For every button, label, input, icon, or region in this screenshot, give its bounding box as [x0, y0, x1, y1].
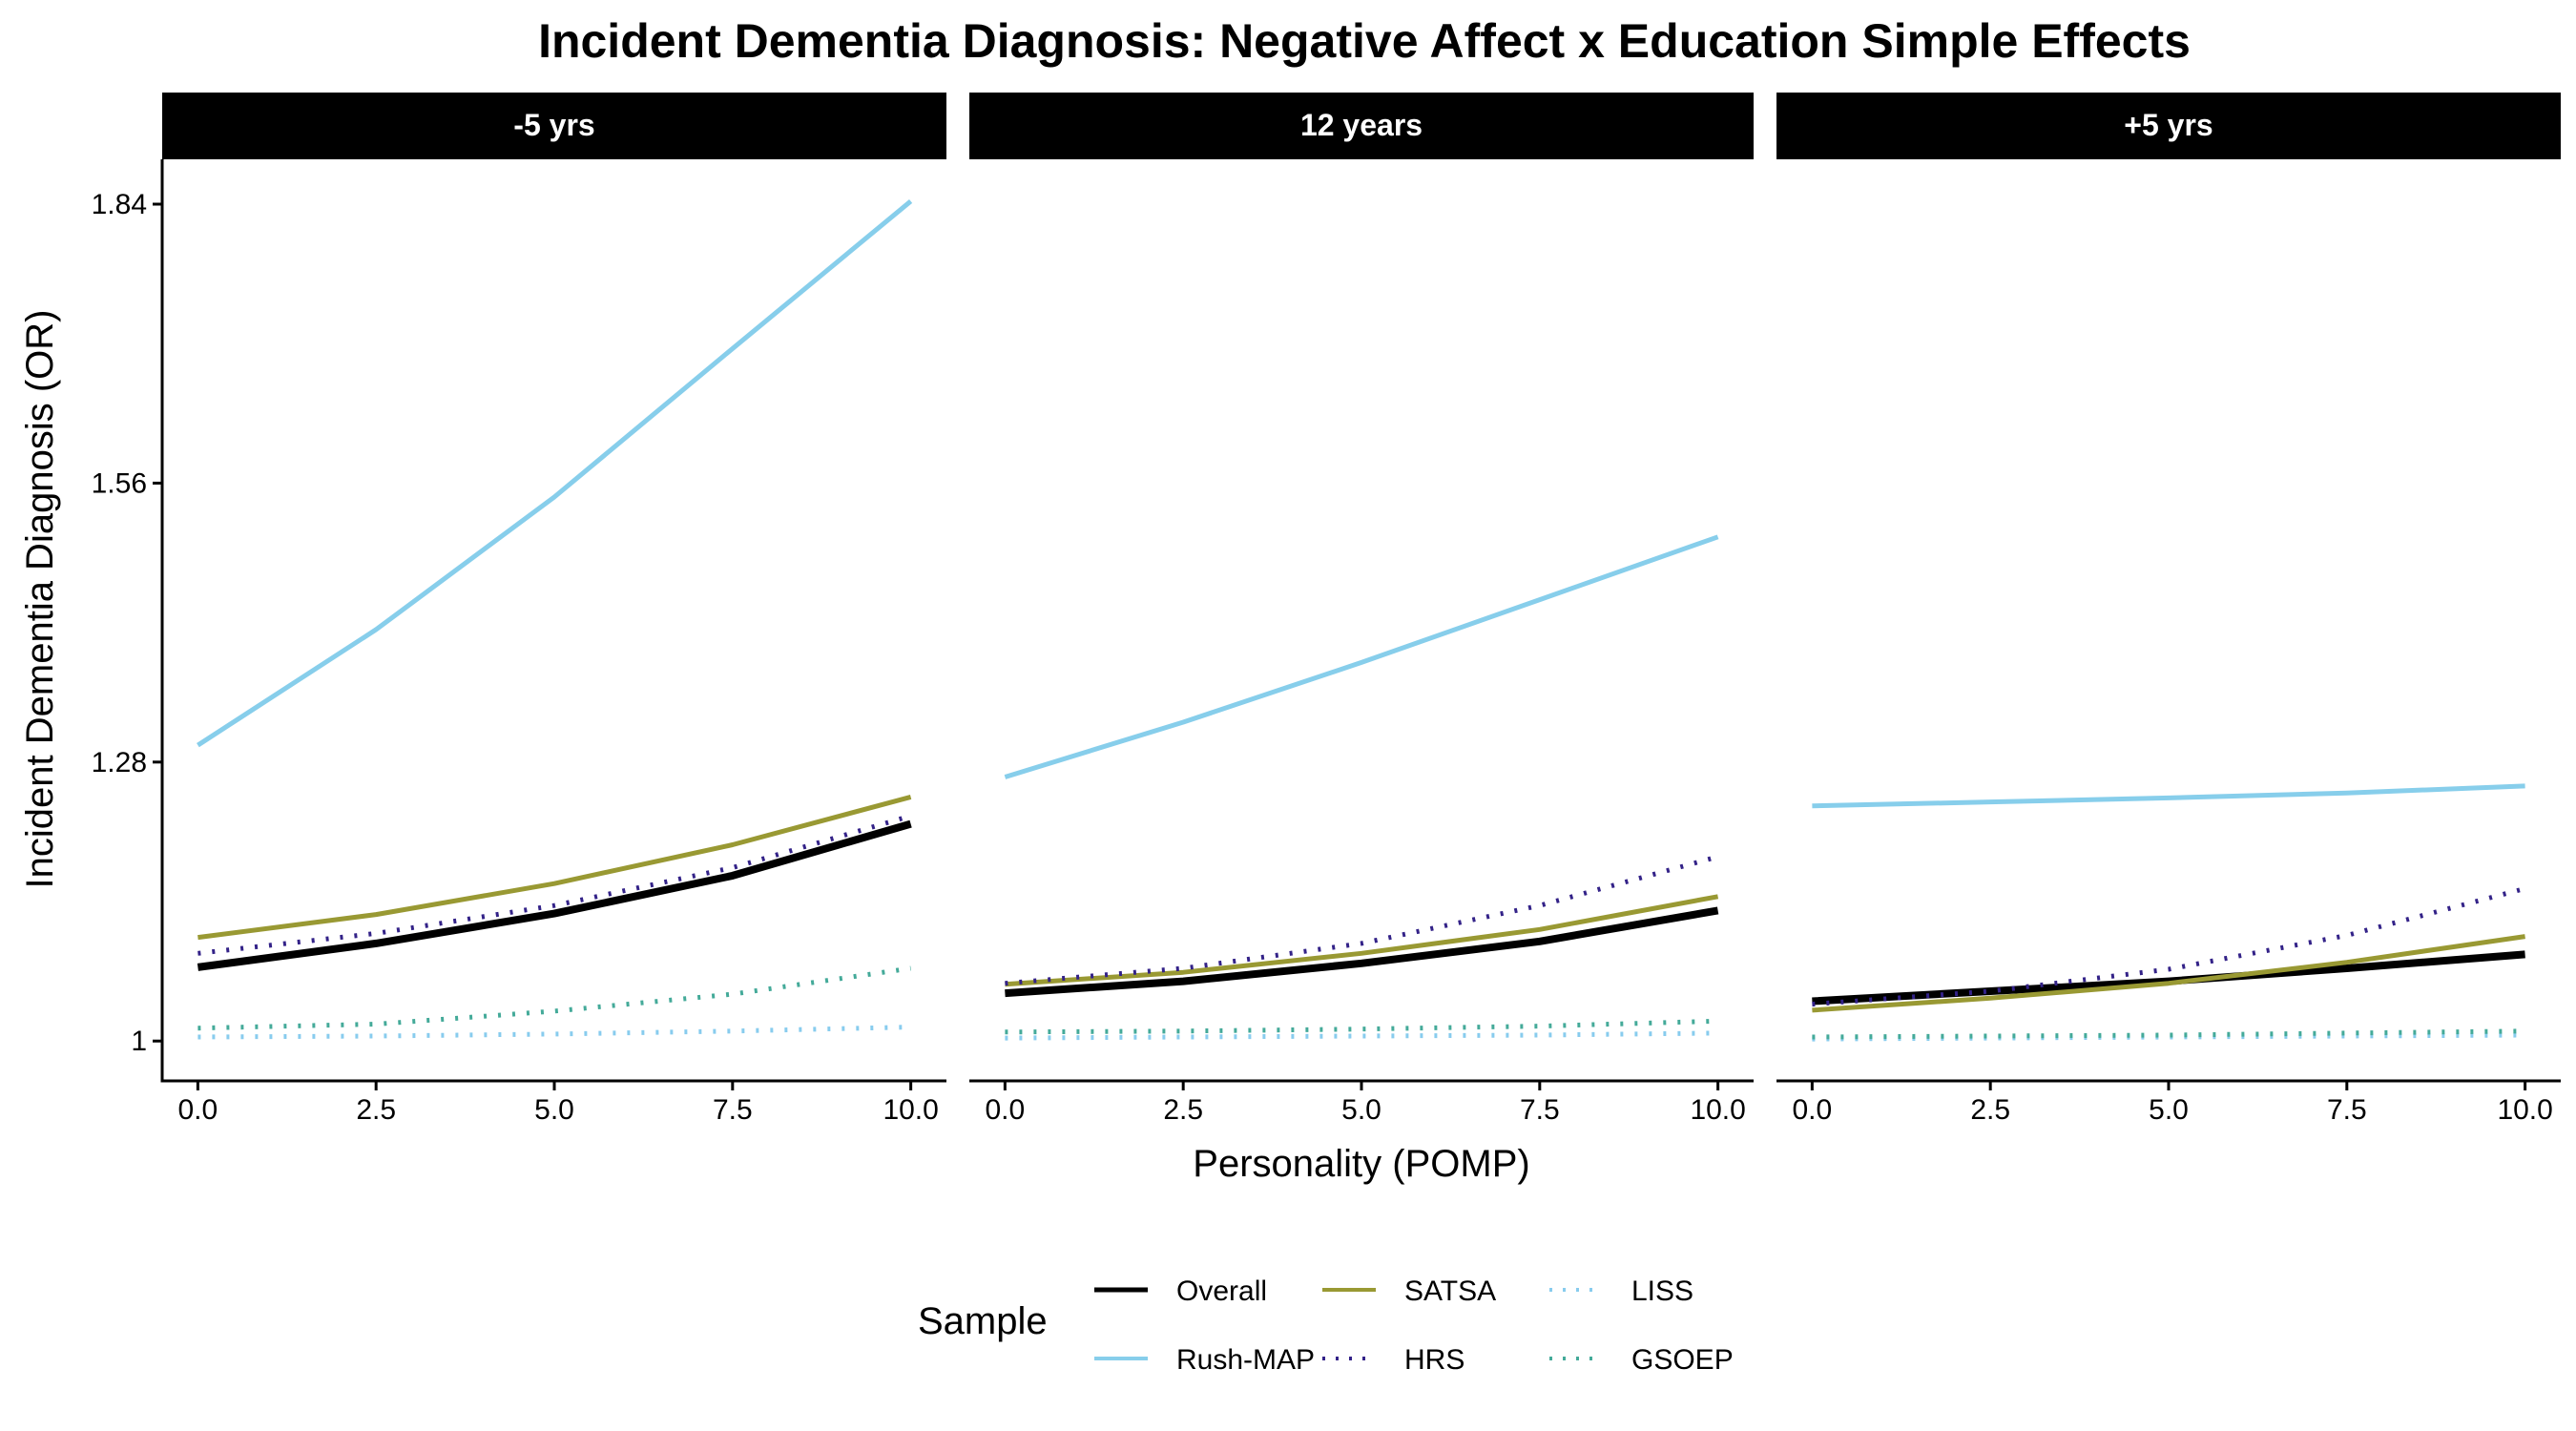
- series-line-gsoep: [197, 965, 911, 1031]
- series-line-liss: [1005, 1030, 1718, 1041]
- x-tick-label: 7.5: [1520, 1094, 1560, 1126]
- series-line-satsa: [1812, 934, 2525, 1013]
- series-line-liss: [1812, 1032, 2525, 1042]
- series-line-hrs: [1812, 885, 2526, 1007]
- legend-label: GSOEP: [1631, 1344, 1734, 1376]
- series-line-overall: [1812, 950, 2525, 1006]
- legend-entry-satsa: SATSA: [1322, 1275, 1496, 1307]
- series-line-satsa: [1005, 894, 1719, 987]
- legend-label: Overall: [1176, 1275, 1267, 1307]
- strip-label: +5 yrs: [2124, 108, 2212, 142]
- x-tick-label: 0.0: [178, 1094, 218, 1126]
- series-line-gsoep: [1812, 1028, 2525, 1040]
- x-tick-label: 7.5: [713, 1094, 753, 1126]
- x-tick-label: 10.0: [2497, 1094, 2552, 1126]
- x-tick-label: 2.5: [1970, 1094, 2010, 1126]
- series-line-rush-map: [1812, 783, 2525, 809]
- y-tick-label: 1: [131, 1026, 147, 1057]
- series-line-satsa: [197, 794, 912, 941]
- series-line-overall: [1005, 906, 1719, 998]
- series-line-rush-map: [197, 198, 913, 748]
- legend-label: Rush-MAP: [1176, 1344, 1315, 1376]
- legend-label: SATSA: [1404, 1275, 1496, 1307]
- strip-12-years: [969, 93, 1754, 159]
- series-line-rush-map: [1004, 534, 1719, 779]
- panel-5-yrs: -5 yrs 1 1.28 1.56 1.84 0.0 2.5 5.0 7.5 10.0: [92, 93, 946, 1126]
- x-tick-label: 2.5: [1163, 1094, 1203, 1126]
- x-tick-label: 0.0: [986, 1094, 1026, 1126]
- strip-label: 12 years: [1300, 108, 1423, 142]
- strip-label: -5 yrs: [513, 108, 594, 142]
- panel-5-yrs: +5 yrs 0.0 2.5 5.0 7.5 10.0: [1776, 93, 2561, 1126]
- x-tick-label: 10.0: [1690, 1094, 1745, 1126]
- legend-title: Sample: [918, 1300, 1048, 1342]
- legend-label: HRS: [1404, 1344, 1465, 1376]
- legend-entries: Overall Rush-MAP SATSA HRS LISS GSOEP: [1094, 1275, 1734, 1376]
- x-axis-title: Personality (POMP): [1193, 1143, 1529, 1185]
- x-tick-label: 0.0: [1793, 1094, 1833, 1126]
- y-axis-title: Incident Dementia Diagnosis (OR): [19, 310, 61, 889]
- legend-entry-liss: LISS: [1549, 1275, 1693, 1307]
- legend-entry-gsoep: GSOEP: [1549, 1344, 1734, 1376]
- series-line-hrs: [1005, 854, 1719, 986]
- legend: Sample Overall Rush-MAP SATSA HRS LISS GSOEP: [918, 1275, 1734, 1376]
- legend-entry-rush-map: Rush-MAP: [1094, 1344, 1315, 1376]
- legend-label: LISS: [1631, 1275, 1693, 1307]
- legend-entry-hrs: HRS: [1322, 1344, 1465, 1376]
- x-tick-label: 2.5: [356, 1094, 396, 1126]
- panel-12-years: 12 years 0.0 2.5 5.0 7.5 10.0: [969, 93, 1754, 1126]
- series-line-overall: [197, 819, 912, 971]
- x-tick-label: 7.5: [2327, 1094, 2367, 1126]
- x-tick-label: 10.0: [883, 1094, 938, 1126]
- legend-entry-overall: Overall: [1094, 1275, 1267, 1307]
- series-line-liss: [197, 1025, 911, 1040]
- strip-5-yrs: [1776, 93, 2561, 159]
- y-tick-label: 1.28: [92, 747, 147, 778]
- series-line-hrs: [197, 813, 912, 956]
- y-tick-label: 1.56: [92, 467, 147, 499]
- chart-title: Incident Dementia Diagnosis: Negative Af…: [538, 14, 2191, 68]
- x-tick-label: 5.0: [534, 1094, 574, 1126]
- x-tick-label: 5.0: [2149, 1094, 2189, 1126]
- series-line-gsoep: [1005, 1018, 1718, 1035]
- strip-5-yrs: [162, 93, 946, 159]
- y-tick-label: 1.84: [92, 189, 147, 220]
- x-tick-label: 5.0: [1341, 1094, 1381, 1126]
